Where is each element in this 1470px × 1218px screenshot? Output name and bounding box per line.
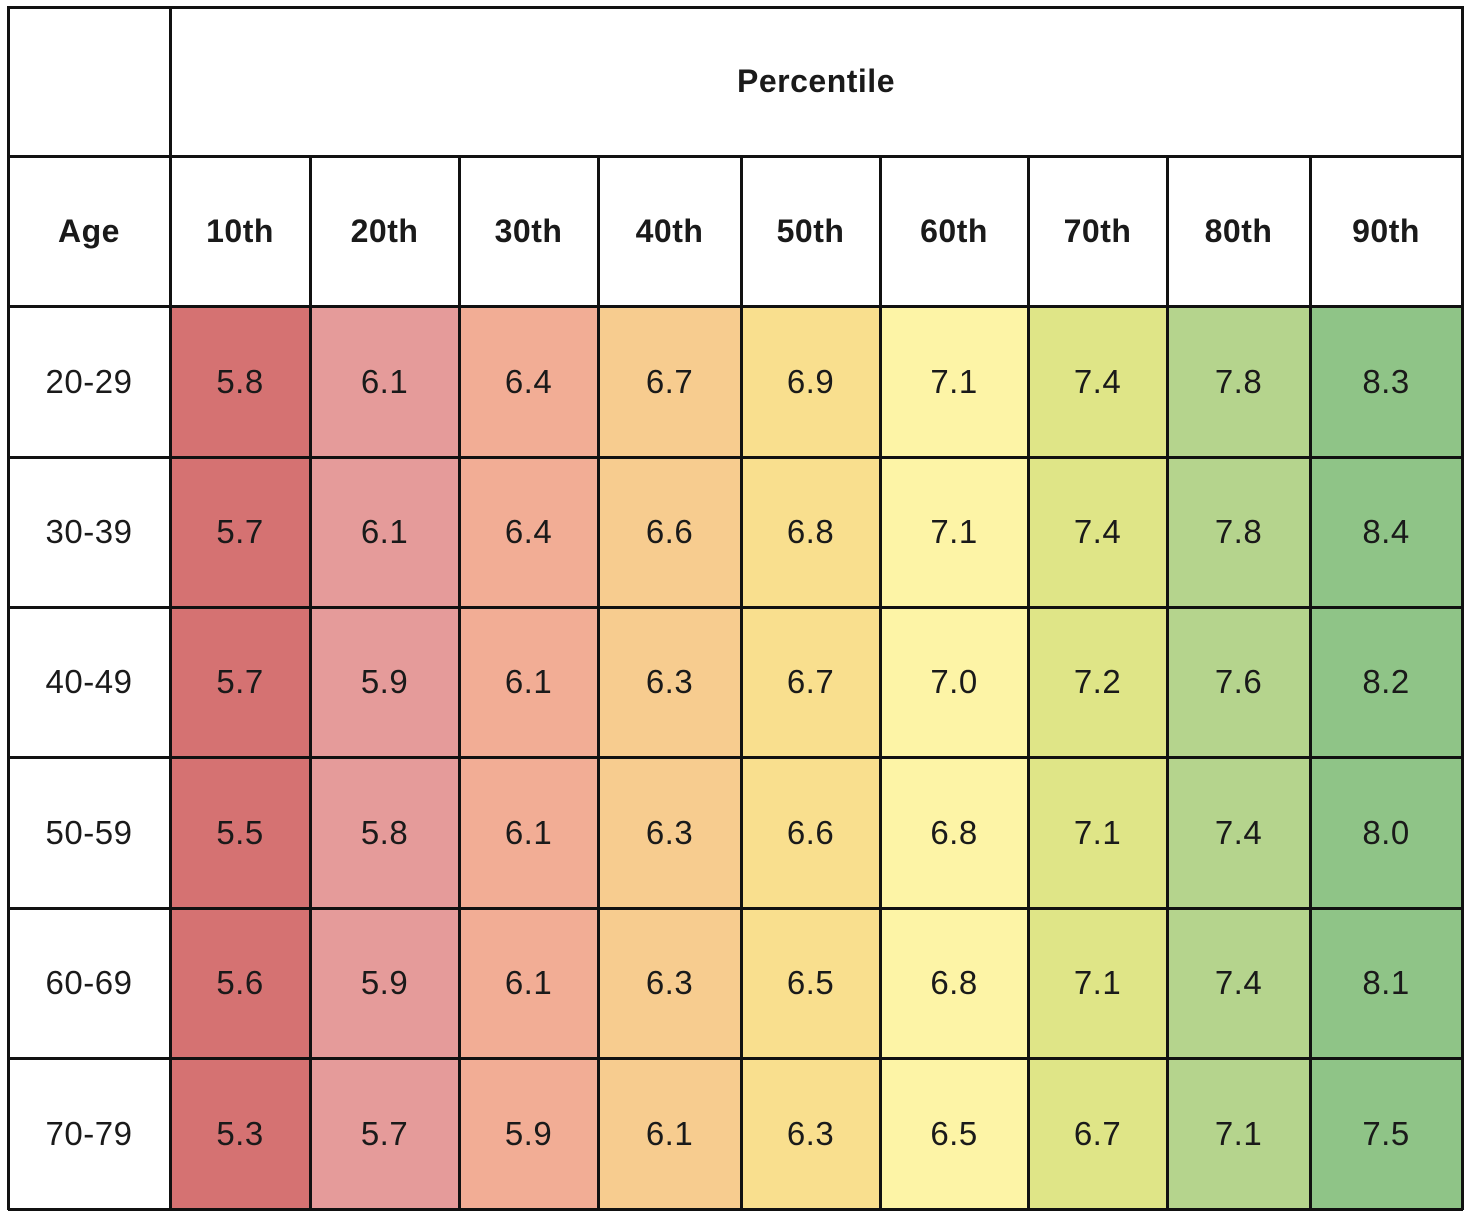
grid-line-horizontal <box>8 606 1463 609</box>
value-cell-50-59-40th: 6.3 <box>598 757 741 908</box>
value-cell-70-79-90th: 7.5 <box>1310 1058 1462 1209</box>
value-cell-50-59-20th: 5.8 <box>310 757 459 908</box>
grid-line-vertical <box>458 155 461 1210</box>
value-cell-40-49-70th: 7.2 <box>1028 607 1167 757</box>
column-header-10th: 10th <box>170 156 310 306</box>
value-cell-70-79-80th: 7.1 <box>1167 1058 1310 1209</box>
value-cell-50-59-30th: 6.1 <box>459 757 598 908</box>
grid-line-vertical <box>1027 155 1030 1210</box>
value-cell-20-29-80th: 7.8 <box>1167 306 1310 457</box>
column-header-50th: 50th <box>741 156 880 306</box>
grid-line-vertical <box>1309 155 1312 1210</box>
value-cell-60-69-60th: 6.8 <box>880 908 1028 1058</box>
row-label-60-69: 60-69 <box>8 908 170 1058</box>
column-header-70th: 70th <box>1028 156 1167 306</box>
value-cell-40-49-90th: 8.2 <box>1310 607 1462 757</box>
value-cell-20-29-30th: 6.4 <box>459 306 598 457</box>
column-header-30th: 30th <box>459 156 598 306</box>
value-cell-30-39-20th: 6.1 <box>310 457 459 607</box>
grid-line-horizontal <box>8 1208 1463 1211</box>
value-cell-50-59-60th: 6.8 <box>880 757 1028 908</box>
grid-line-vertical <box>879 155 882 1210</box>
value-cell-70-79-50th: 6.3 <box>741 1058 880 1209</box>
grid-line-horizontal <box>8 305 1463 308</box>
corner-cell <box>8 7 170 156</box>
value-cell-70-79-70th: 6.7 <box>1028 1058 1167 1209</box>
value-cell-40-49-30th: 6.1 <box>459 607 598 757</box>
value-cell-30-39-10th: 5.7 <box>170 457 310 607</box>
row-label-40-49: 40-49 <box>8 607 170 757</box>
value-cell-70-79-20th: 5.7 <box>310 1058 459 1209</box>
value-cell-20-29-20th: 6.1 <box>310 306 459 457</box>
grid-line-horizontal <box>8 907 1463 910</box>
value-cell-40-49-20th: 5.9 <box>310 607 459 757</box>
value-cell-60-69-30th: 6.1 <box>459 908 598 1058</box>
row-label-50-59: 50-59 <box>8 757 170 908</box>
value-cell-20-29-40th: 6.7 <box>598 306 741 457</box>
grid-line-vertical <box>1166 155 1169 1210</box>
value-cell-60-69-70th: 7.1 <box>1028 908 1167 1058</box>
grid-line-vertical <box>597 155 600 1210</box>
grid-line-horizontal <box>8 1057 1463 1060</box>
value-cell-30-39-30th: 6.4 <box>459 457 598 607</box>
grid-line-horizontal <box>8 756 1463 759</box>
grid-line-horizontal <box>8 456 1463 459</box>
column-header-60th: 60th <box>880 156 1028 306</box>
value-cell-50-59-50th: 6.6 <box>741 757 880 908</box>
row-label-20-29: 20-29 <box>8 306 170 457</box>
value-cell-20-29-90th: 8.3 <box>1310 306 1462 457</box>
value-cell-70-79-10th: 5.3 <box>170 1058 310 1209</box>
column-header-20th: 20th <box>310 156 459 306</box>
grid-line-vertical <box>169 6 172 1210</box>
column-header-40th: 40th <box>598 156 741 306</box>
value-cell-30-39-90th: 8.4 <box>1310 457 1462 607</box>
value-cell-40-49-60th: 7.0 <box>880 607 1028 757</box>
value-cell-20-29-50th: 6.9 <box>741 306 880 457</box>
grid-line-vertical <box>7 6 10 1210</box>
value-cell-60-69-50th: 6.5 <box>741 908 880 1058</box>
value-cell-40-49-40th: 6.3 <box>598 607 741 757</box>
value-cell-70-79-60th: 6.5 <box>880 1058 1028 1209</box>
column-header-90th: 90th <box>1310 156 1462 306</box>
value-cell-20-29-10th: 5.8 <box>170 306 310 457</box>
value-cell-30-39-40th: 6.6 <box>598 457 741 607</box>
value-cell-60-69-10th: 5.6 <box>170 908 310 1058</box>
value-cell-20-29-70th: 7.4 <box>1028 306 1167 457</box>
grid-line-vertical <box>1461 6 1464 1210</box>
value-cell-40-49-80th: 7.6 <box>1167 607 1310 757</box>
value-cell-50-59-90th: 8.0 <box>1310 757 1462 908</box>
value-cell-60-69-90th: 8.1 <box>1310 908 1462 1058</box>
grid-line-horizontal <box>8 155 1463 158</box>
value-cell-70-79-30th: 5.9 <box>459 1058 598 1209</box>
value-cell-20-29-60th: 7.1 <box>880 306 1028 457</box>
value-cell-50-59-70th: 7.1 <box>1028 757 1167 908</box>
grid-line-vertical <box>309 155 312 1210</box>
value-cell-30-39-80th: 7.8 <box>1167 457 1310 607</box>
grid-line-horizontal <box>8 6 1463 9</box>
grid-line-vertical <box>740 155 743 1210</box>
value-cell-70-79-40th: 6.1 <box>598 1058 741 1209</box>
value-cell-40-49-50th: 6.7 <box>741 607 880 757</box>
percentile-group-header: Percentile <box>170 7 1462 156</box>
value-cell-30-39-50th: 6.8 <box>741 457 880 607</box>
value-cell-40-49-10th: 5.7 <box>170 607 310 757</box>
value-cell-50-59-80th: 7.4 <box>1167 757 1310 908</box>
value-cell-30-39-70th: 7.4 <box>1028 457 1167 607</box>
row-label-70-79: 70-79 <box>8 1058 170 1209</box>
value-cell-60-69-80th: 7.4 <box>1167 908 1310 1058</box>
value-cell-60-69-20th: 5.9 <box>310 908 459 1058</box>
age-column-header: Age <box>8 156 170 306</box>
value-cell-30-39-60th: 7.1 <box>880 457 1028 607</box>
row-label-30-39: 30-39 <box>8 457 170 607</box>
value-cell-60-69-40th: 6.3 <box>598 908 741 1058</box>
value-cell-50-59-10th: 5.5 <box>170 757 310 908</box>
column-header-80th: 80th <box>1167 156 1310 306</box>
